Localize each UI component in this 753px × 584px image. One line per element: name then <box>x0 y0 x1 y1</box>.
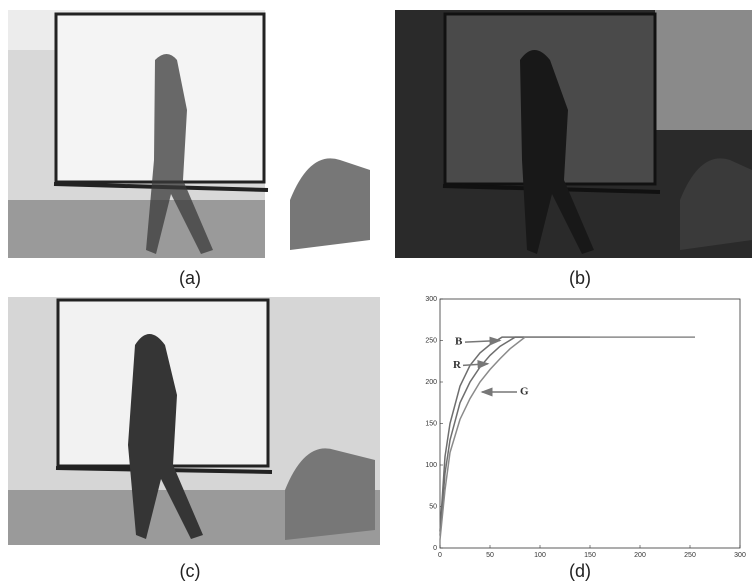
panel-label: (a) <box>179 268 201 288</box>
chart: 0 50 100 150 200 250 300 0 50 100 150 200 250 300 BR G <box>425 296 746 559</box>
x-tick-label: 300 <box>734 552 746 559</box>
annotation: B <box>455 336 463 348</box>
y-tick-label: 250 <box>425 337 437 344</box>
y-tick-label: 150 <box>425 420 437 427</box>
y-tick-label: 200 <box>425 379 437 386</box>
figure: (a) (b) (c) (d) 0 50 100 150 200 250 300 0 50 100… <box>0 0 753 584</box>
series-line <box>440 337 590 531</box>
photo-c <box>8 297 380 545</box>
annotation: G <box>520 385 529 397</box>
annotation: R <box>453 359 462 371</box>
y-tick-label: 50 <box>429 503 437 510</box>
plot-frame <box>440 299 740 548</box>
x-tick-label: 250 <box>684 552 696 559</box>
series-line <box>440 337 695 540</box>
y-tick-label: 0 <box>433 545 437 552</box>
x-tick-label: 100 <box>534 552 546 559</box>
annotation-arrow <box>463 364 488 366</box>
x-tick-label: 150 <box>584 552 596 559</box>
x-tick-label: 0 <box>438 552 442 559</box>
y-tick-label: 300 <box>425 296 437 303</box>
panel-label: (c) <box>180 561 201 581</box>
y-tick-label: 100 <box>425 462 437 469</box>
x-tick-label: 50 <box>486 552 494 559</box>
panel-label: (b) <box>569 268 591 288</box>
x-tick-label: 200 <box>634 552 646 559</box>
photo-a <box>8 10 370 258</box>
photo-b <box>395 10 752 258</box>
panel-label: (d) <box>569 561 591 581</box>
